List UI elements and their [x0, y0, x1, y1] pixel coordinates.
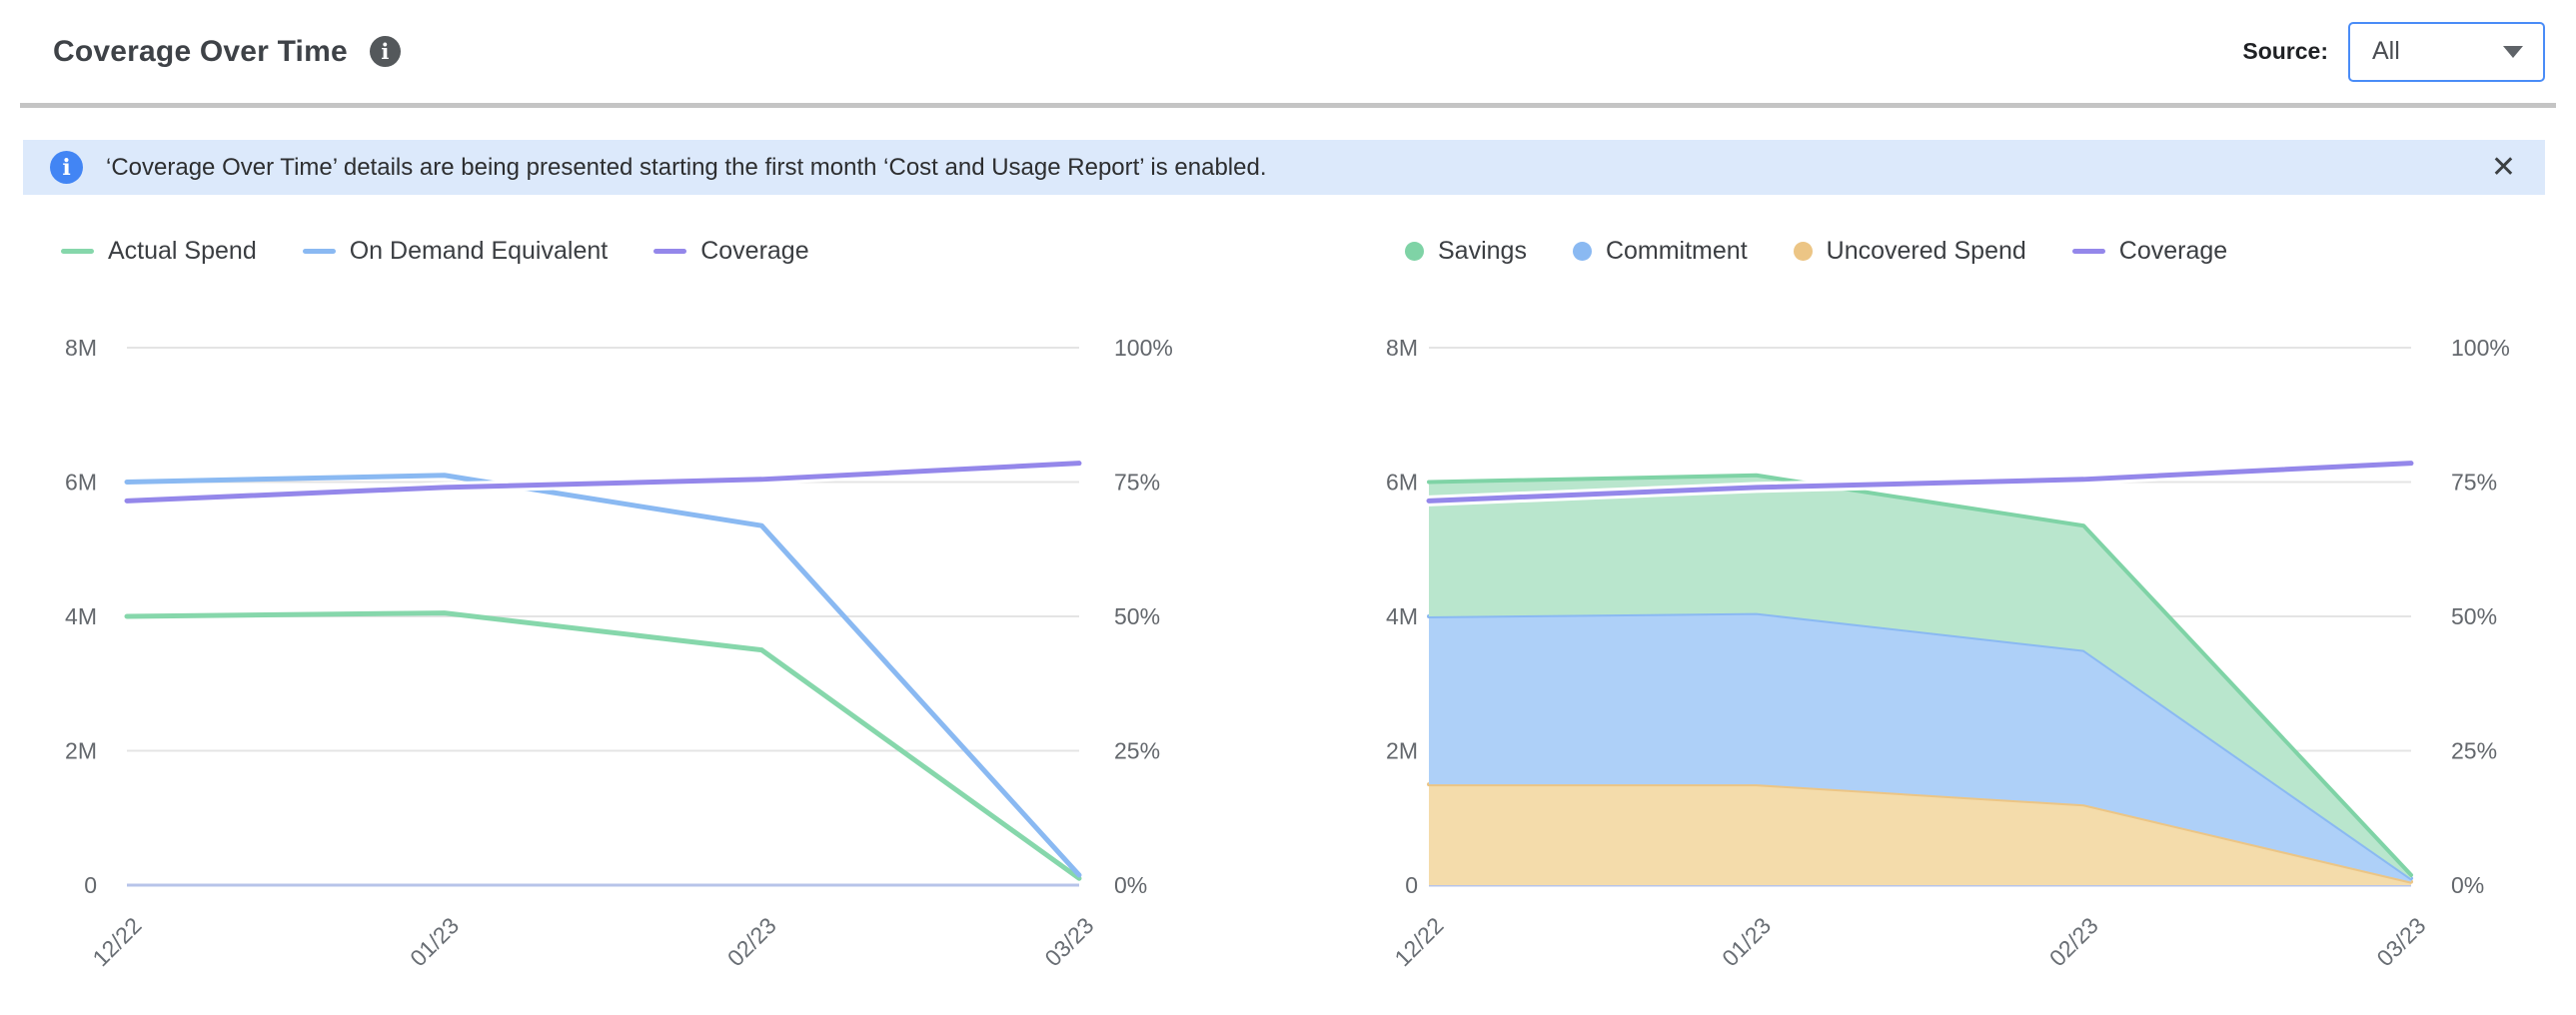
x-axis-tick: 02/23: [722, 912, 781, 971]
source-dropdown-value: All: [2372, 37, 2400, 65]
charts-area: Actual Spend On Demand Equivalent Coverage…: [0, 195, 2576, 1015]
legend-label: Commitment: [1605, 237, 1748, 265]
coverage-line: [124, 461, 1082, 504]
y-axis-right-tick: 50%: [2451, 603, 2497, 629]
legend-item-coverage[interactable]: Coverage: [2071, 237, 2228, 266]
left-chart-legend: Actual Spend On Demand Equivalent Coverage: [61, 237, 809, 266]
y-axis-left-tick: 6M: [1386, 470, 1418, 496]
legend-item-uncovered-spend[interactable]: Uncovered Spend: [1793, 237, 2026, 266]
y-axis-left-tick: 2M: [65, 738, 97, 764]
savings-swatch-icon: [1405, 242, 1424, 261]
y-axis-left-tick: 8M: [65, 335, 97, 361]
legend-item-commitment[interactable]: Commitment: [1572, 237, 1748, 266]
y-axis-left-tick: 2M: [1386, 738, 1418, 764]
source-filter: Source: All: [2242, 21, 2545, 82]
page-title: Coverage Over Time: [53, 34, 348, 68]
x-axis-tick: 12/22: [87, 912, 146, 971]
coverage-line: [1426, 461, 2414, 504]
banner-text: ‘Coverage Over Time’ details are being p…: [106, 153, 1267, 181]
x-axis-tick: 03/23: [1039, 912, 1098, 971]
legend-item-savings[interactable]: Savings: [1405, 237, 1527, 266]
x-axis-tick: 01/23: [405, 912, 464, 971]
x-axis-tick: 12/22: [1389, 912, 1448, 971]
commitment-swatch-icon: [1572, 242, 1592, 261]
chevron-down-icon: [2503, 45, 2523, 58]
on-demand-equivalent-swatch-icon: [302, 249, 336, 254]
actual-spend-line: [124, 610, 1082, 881]
y-axis-right-tick: 75%: [2451, 470, 2497, 496]
actual-spend-swatch-icon: [61, 249, 94, 254]
legend-label: Coverage: [700, 237, 809, 265]
on-demand-equivalent-line: [124, 473, 1082, 878]
y-axis-left-tick: 4M: [65, 603, 97, 629]
y-axis-left-tick: 4M: [1386, 603, 1418, 629]
uncovered-spend-area: [1429, 784, 2411, 885]
y-axis-left-tick: 8M: [1386, 335, 1418, 361]
legend-label: On Demand Equivalent: [349, 237, 609, 265]
x-axis-tick: 03/23: [2371, 912, 2430, 971]
legend-label: Coverage: [2118, 237, 2228, 265]
y-axis-right-tick: 75%: [1114, 470, 1160, 496]
y-axis-right-tick: 25%: [1114, 738, 1160, 764]
x-axis-tick: 01/23: [1717, 912, 1776, 971]
right-chart-legend: Savings Commitment Uncovered Spend Coverage: [1405, 237, 2227, 266]
uncovered-spend-swatch-icon: [1793, 242, 1813, 261]
left-chart-canvas: 8M 100% 6M 75% 4M 50% 2M 25% 0 0% 12/22 01/23 02/23 0…: [65, 335, 1173, 971]
commitment-area: [1429, 612, 2411, 882]
panel-header: Coverage Over Time i Source: All: [0, 0, 2576, 103]
y-axis-left-tick: 0: [1405, 872, 1418, 898]
source-label: Source:: [2242, 38, 2328, 64]
title-info-icon[interactable]: i: [369, 36, 401, 67]
banner-info-icon: i: [50, 151, 83, 184]
info-banner: i ‘Coverage Over Time’ details are being…: [23, 140, 2545, 195]
header-divider: [20, 103, 2556, 108]
y-axis-right-tick: 0%: [2451, 872, 2484, 898]
source-dropdown[interactable]: All: [2348, 21, 2545, 82]
y-axis-left-tick: 6M: [65, 470, 97, 496]
legend-item-coverage[interactable]: Coverage: [653, 237, 809, 266]
savings-boundary-line: [1427, 473, 2413, 877]
coverage-swatch-icon: [653, 249, 687, 254]
legend-label: Uncovered Spend: [1826, 237, 2026, 265]
legend-item-on-demand-equivalent[interactable]: On Demand Equivalent: [302, 237, 609, 266]
title-wrap: Coverage Over Time i: [53, 35, 401, 69]
coverage-swatch-icon: [2071, 249, 2105, 254]
y-axis-left-tick: 0: [84, 872, 97, 898]
y-axis-right-tick: 100%: [1114, 335, 1173, 361]
legend-label: Actual Spend: [108, 237, 257, 265]
y-axis-right-tick: 0%: [1114, 872, 1147, 898]
savings-area: [1429, 475, 2411, 879]
legend-item-actual-spend[interactable]: Actual Spend: [61, 237, 257, 266]
y-axis-right-tick: 50%: [1114, 603, 1160, 629]
right-chart-canvas: 8M 100% 6M 75% 4M 50% 2M 25% 0 0% 12/22 01/23 02/23 0…: [1386, 335, 2510, 971]
x-axis-tick: 02/23: [2044, 912, 2103, 971]
legend-label: Savings: [1438, 237, 1527, 265]
banner-close-icon[interactable]: ✕: [2490, 149, 2516, 185]
y-axis-right-tick: 100%: [2451, 335, 2510, 361]
y-axis-right-tick: 25%: [2451, 738, 2497, 764]
